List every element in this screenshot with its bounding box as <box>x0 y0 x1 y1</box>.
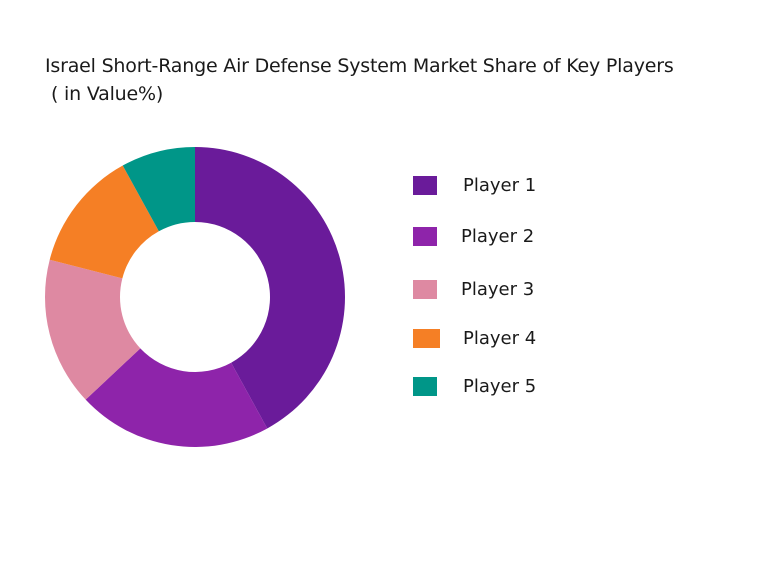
legend-item-player-5: Player 5 <box>413 373 536 399</box>
legend-swatch-player-1 <box>413 175 437 195</box>
legend-swatch-player-3 <box>413 279 437 299</box>
legend-swatch-player-5 <box>413 376 437 396</box>
legend-item-player-4: Player 4 <box>413 325 536 351</box>
chart-title: Israel Short-Range Air Defense System Ma… <box>45 52 674 108</box>
donut-slice-player-3 <box>44 259 141 400</box>
donut-slice-player-5 <box>122 147 195 232</box>
legend-swatch-player-2 <box>413 226 437 246</box>
donut-slice-player-4 <box>49 165 159 279</box>
legend-label: Player 5 <box>463 375 537 397</box>
legend-label: Player 4 <box>463 327 537 349</box>
legend-item-player-1: Player 1 <box>413 172 536 198</box>
legend-item-player-2: Player 2 <box>413 223 534 249</box>
legend-label: Player 1 <box>463 174 537 196</box>
legend-label: Player 3 <box>461 278 535 300</box>
donut-slice-player-2 <box>85 348 268 448</box>
chart-title-line-2: ( in Value%) <box>51 83 164 105</box>
legend-label: Player 2 <box>461 225 535 247</box>
legend-swatch-player-4 <box>413 328 440 348</box>
chart-title-line-1: Israel Short-Range Air Defense System Ma… <box>45 55 674 77</box>
donut-slice-player-1 <box>195 147 346 429</box>
legend-item-player-3: Player 3 <box>413 276 534 302</box>
